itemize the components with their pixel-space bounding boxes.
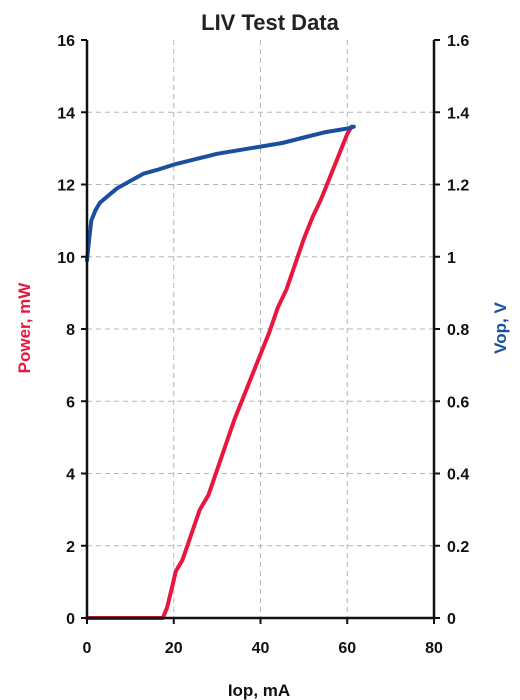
y2-axis-title-voltage: Vop, V	[491, 302, 510, 354]
y-axis-title-power: Power, mW	[15, 282, 34, 374]
y-tick-label: 4	[66, 467, 75, 484]
x-tick-label: 20	[165, 640, 183, 657]
y-tick-label: 0	[66, 611, 75, 628]
x-tick-label: 80	[425, 640, 443, 657]
x-axis-title: Iop, mA	[228, 681, 290, 700]
y2-tick-label: 0.2	[447, 539, 469, 556]
y2-tick-label: 1	[447, 250, 456, 267]
y2-tick-label: 0.8	[447, 322, 469, 339]
voltage-series-line	[85, 124, 356, 263]
x-tick-label: 40	[252, 640, 270, 657]
y-tick-label: 14	[57, 105, 75, 122]
y-tick-label: 6	[66, 394, 75, 411]
grid-lines	[87, 40, 434, 618]
y2-tick-label: 1.4	[447, 105, 469, 122]
series-lines	[85, 124, 356, 620]
x-tick-label: 60	[338, 640, 356, 657]
y-tick-label: 16	[57, 33, 75, 50]
y-tick-label: 2	[66, 539, 75, 556]
chart-title: LIV Test Data	[201, 10, 340, 35]
y-tick-label: 10	[57, 250, 75, 267]
y-tick-label: 8	[66, 322, 75, 339]
y2-tick-label: 0	[447, 611, 456, 628]
y-tick-label: 12	[57, 178, 75, 195]
y2-tick-label: 0.6	[447, 394, 469, 411]
y2-tick-label: 0.4	[447, 467, 469, 484]
plot-frame	[81, 39, 440, 624]
x-tick-label: 0	[83, 640, 92, 657]
y2-tick-label: 1.2	[447, 178, 469, 195]
power-series-line	[85, 124, 354, 620]
y2-tick-label: 1.6	[447, 33, 469, 50]
tick-labels: 0 2 4 6 8 10 12 14 16 0 0.2 0.4 0.6 0.8 1 1.2 1.4 1.6 0 20 4…	[57, 33, 469, 657]
